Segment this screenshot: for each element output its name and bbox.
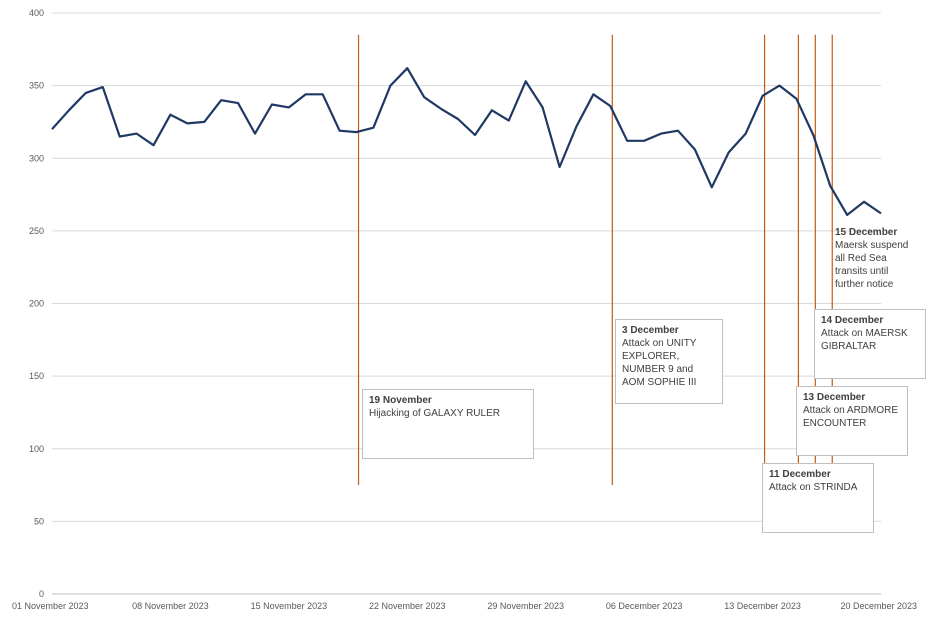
x-tick-label: 20 December 2023 — [840, 601, 917, 611]
annotation-19-november: 19 November Hijacking of GALAXY RULER — [362, 389, 534, 459]
x-tick-label: 29 November 2023 — [487, 601, 564, 611]
annotation-15-december: 15 December Maersk suspend all Red Sea t… — [832, 222, 912, 300]
annotation-14-december: 14 December Attack on MAERSK GIBRALTAR — [814, 309, 926, 379]
annotation-text: Attack on MAERSK GIBRALTAR — [821, 328, 908, 352]
annotation-13-december: 13 December Attack on ARDMORE ENCOUNTER — [796, 386, 908, 456]
annotation-text: Attack on UNITY EXPLORER, NUMBER 9 and A… — [622, 338, 697, 388]
y-tick-label: 50 — [34, 516, 44, 526]
annotation-11-december: 11 December Attack on STRINDA — [762, 463, 874, 533]
y-tick-label: 250 — [29, 226, 44, 236]
x-tick-label: 01 November 2023 — [12, 601, 89, 611]
annotation-date: 11 December — [769, 469, 831, 480]
y-tick-label: 100 — [29, 444, 44, 454]
annotation-text: Maersk suspend all Red Sea transits unti… — [835, 240, 909, 290]
annotation-date: 15 December — [835, 227, 898, 238]
y-tick-label: 150 — [29, 371, 44, 381]
y-tick-label: 200 — [29, 299, 44, 309]
annotation-date: 13 December — [803, 392, 866, 403]
x-tick-label: 13 December 2023 — [724, 601, 801, 611]
y-axis: 0 50 100 150 200 250 300 350 400 — [29, 8, 44, 599]
grid-lines — [52, 12, 881, 595]
x-tick-label: 06 December 2023 — [606, 601, 683, 611]
x-axis: 01 November 2023 08 November 2023 15 Novem… — [12, 601, 917, 611]
x-tick-label: 08 November 2023 — [132, 601, 209, 611]
annotation-3-december: 3 December Attack on UNITY EXPLORER, NUM… — [615, 319, 723, 404]
series-line — [51, 67, 882, 216]
y-tick-label: 300 — [29, 153, 44, 163]
y-tick-label: 0 — [39, 589, 44, 599]
annotation-date: 14 December — [821, 315, 884, 326]
y-tick-label: 400 — [29, 8, 44, 18]
annotation-text: Attack on STRINDA — [769, 482, 858, 493]
annotation-text: Attack on ARDMORE ENCOUNTER — [803, 405, 899, 429]
y-tick-label: 350 — [29, 81, 44, 91]
x-tick-label: 22 November 2023 — [369, 601, 446, 611]
annotation-date: 19 November — [369, 395, 432, 406]
x-tick-label: 15 November 2023 — [251, 601, 328, 611]
annotation-text: Hijacking of GALAXY RULER — [369, 408, 500, 419]
annotation-date: 3 December — [622, 325, 679, 336]
